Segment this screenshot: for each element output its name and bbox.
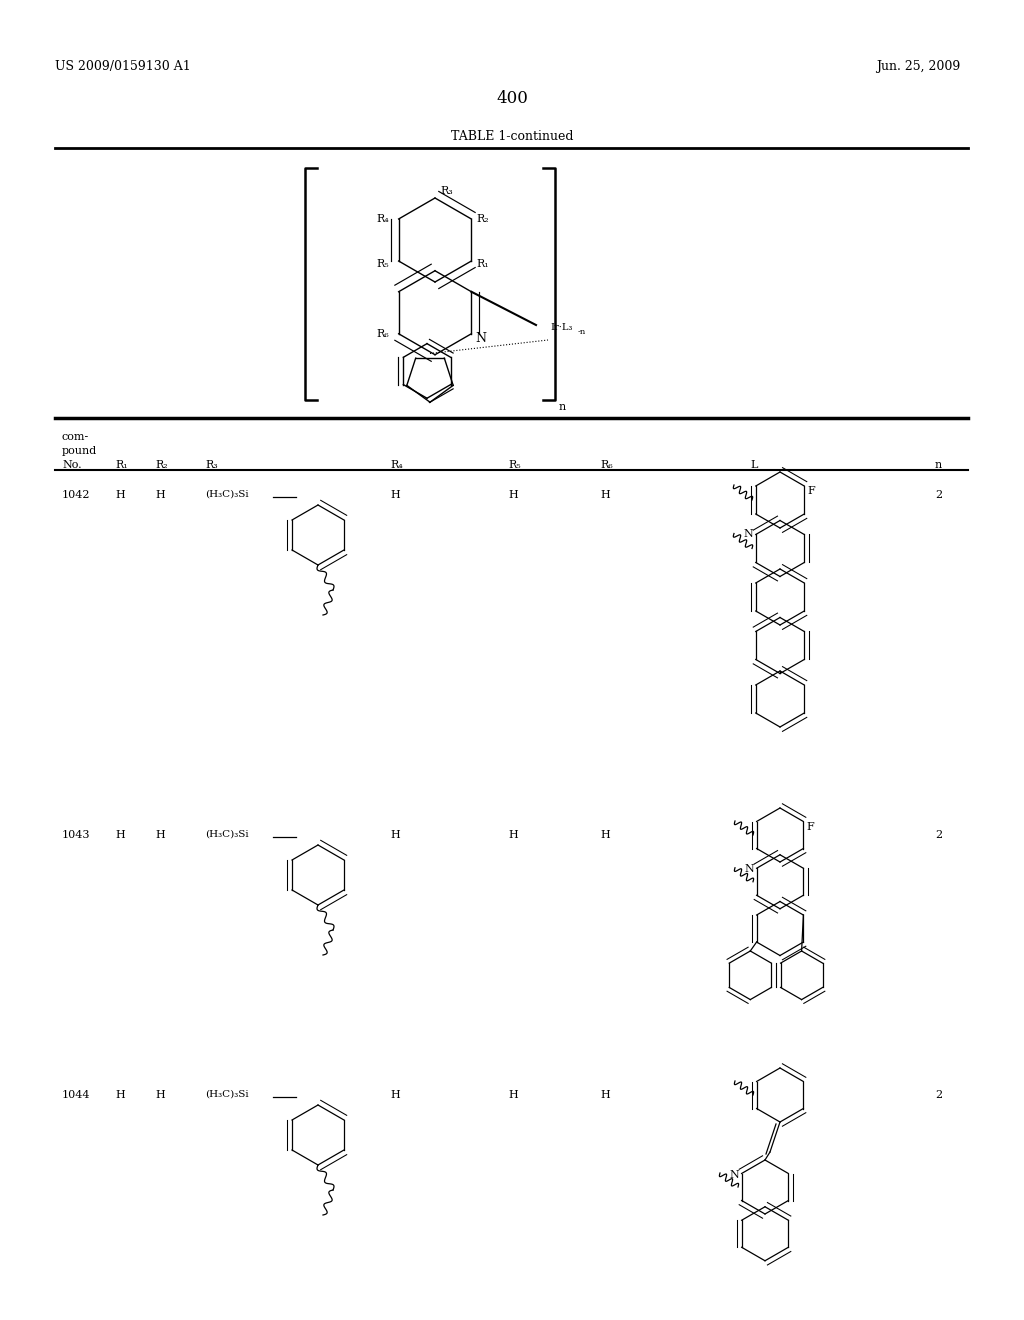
Text: R₁: R₁ [476, 259, 489, 269]
Text: Jun. 25, 2009: Jun. 25, 2009 [876, 59, 961, 73]
Text: H: H [155, 1090, 165, 1100]
Text: R₃: R₃ [205, 459, 218, 470]
Text: R₆: R₆ [600, 459, 612, 470]
Text: pound: pound [62, 446, 97, 455]
Text: H: H [508, 1090, 518, 1100]
Text: (H₃C)₃Si: (H₃C)₃Si [205, 1090, 249, 1100]
Text: -n: -n [578, 327, 587, 337]
Text: R₅: R₅ [508, 459, 520, 470]
Text: 2: 2 [935, 1090, 942, 1100]
Text: H: H [115, 830, 125, 840]
Text: R₄: R₄ [390, 459, 402, 470]
Text: F: F [807, 486, 815, 496]
Text: H: H [508, 830, 518, 840]
Text: N: N [730, 1170, 739, 1180]
Text: H: H [115, 1090, 125, 1100]
Text: N: N [744, 865, 755, 874]
Text: L: L [750, 459, 758, 470]
Text: 400: 400 [496, 90, 528, 107]
Text: R₃: R₃ [440, 186, 453, 195]
Text: F: F [806, 821, 814, 832]
Text: H: H [155, 830, 165, 840]
Text: n: n [935, 459, 942, 470]
Text: H: H [600, 830, 609, 840]
Text: n: n [559, 403, 566, 412]
Text: H: H [115, 490, 125, 500]
Text: 2: 2 [935, 490, 942, 500]
Text: R₆: R₆ [377, 329, 389, 339]
Text: No.: No. [62, 459, 82, 470]
Text: H: H [390, 1090, 399, 1100]
Text: H: H [600, 490, 609, 500]
Text: H: H [600, 1090, 609, 1100]
Text: R₂: R₂ [155, 459, 168, 470]
Text: 1044: 1044 [62, 1090, 90, 1100]
Text: N: N [475, 331, 486, 345]
Text: com-: com- [62, 432, 89, 442]
Text: R₂: R₂ [476, 214, 489, 224]
Text: R₄: R₄ [377, 214, 389, 224]
Text: 2: 2 [935, 830, 942, 840]
Text: Ir·L₃: Ir·L₃ [550, 323, 572, 333]
Text: (H₃C)₃Si: (H₃C)₃Si [205, 830, 249, 840]
Text: 1042: 1042 [62, 490, 90, 500]
Text: 1043: 1043 [62, 830, 90, 840]
Text: R₅: R₅ [377, 259, 389, 269]
Text: H: H [155, 490, 165, 500]
Text: TABLE 1-continued: TABLE 1-continued [451, 129, 573, 143]
Text: R₁: R₁ [115, 459, 128, 470]
Text: N: N [743, 529, 754, 540]
Text: H: H [390, 830, 399, 840]
Text: US 2009/0159130 A1: US 2009/0159130 A1 [55, 59, 190, 73]
Text: H: H [508, 490, 518, 500]
Text: (H₃C)₃Si: (H₃C)₃Si [205, 490, 249, 499]
Text: H: H [390, 490, 399, 500]
